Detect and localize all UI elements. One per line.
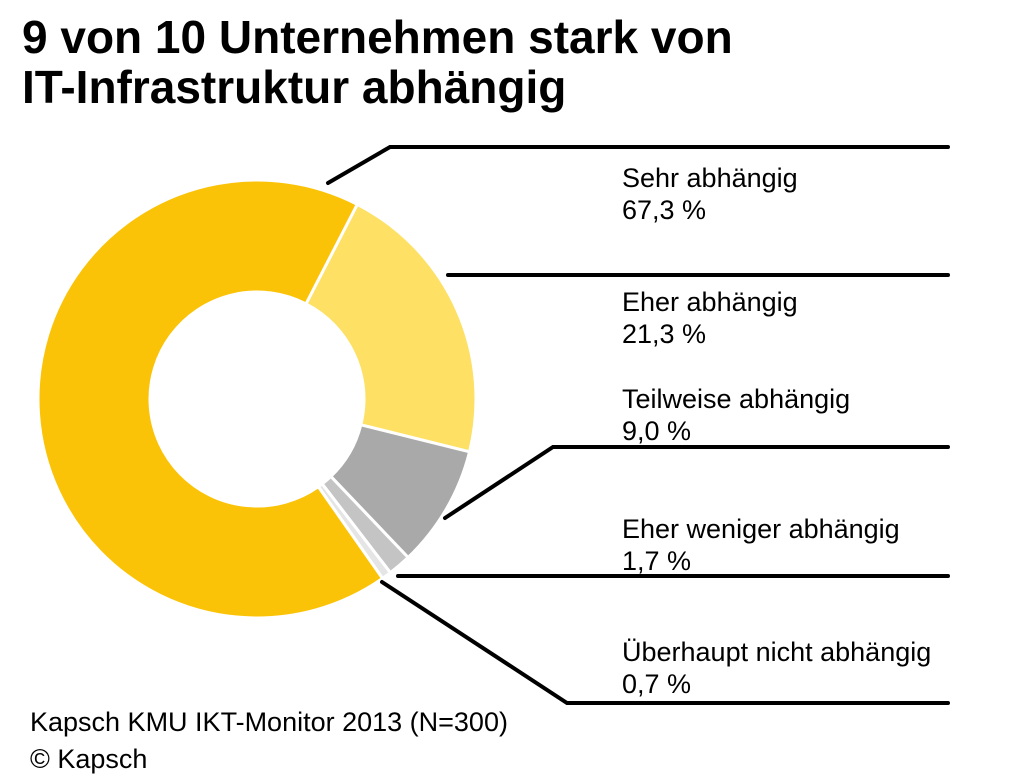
leader-line-4: [380, 580, 950, 705]
source-note: Kapsch KMU IKT-Monitor 2013 (N=300) © Ka…: [30, 704, 508, 778]
callout-eher-abhaengig: Eher abhängig 21,3 %: [622, 286, 798, 350]
callout-label: Eher weniger abhängig: [622, 514, 900, 544]
callout-label: Teilweise abhängig: [622, 384, 851, 414]
callout-label: Überhaupt nicht abhängig: [622, 637, 932, 667]
page-title: 9 von 10 Unternehmen stark von IT-Infras…: [22, 12, 733, 112]
page-title-line-2: IT-Infrastruktur abhängig: [22, 61, 567, 113]
source-line: Kapsch KMU IKT-Monitor 2013 (N=300): [30, 707, 508, 737]
callout-value: 21,3 %: [622, 319, 707, 349]
callout-sehr-abhaengig: Sehr abhängig 67,3 %: [622, 162, 798, 226]
callout-label: Sehr abhängig: [622, 163, 798, 193]
donut-segment-0: [36, 178, 385, 620]
callout-value: 1,7 %: [622, 546, 692, 576]
callout-label: Eher abhängig: [622, 287, 798, 317]
callout-value: 9,0 %: [622, 416, 692, 446]
callout-value: 0,7 %: [622, 669, 692, 699]
donut-segment-4: [316, 482, 392, 580]
leader-line-2: [443, 445, 950, 520]
leader-line-0: [326, 145, 950, 185]
callout-ueberhaupt-nicht-abhaengig: Überhaupt nicht abhängig 0,7 %: [622, 636, 931, 700]
callout-teilweise-abhaengig: Teilweise abhängig 9,0 %: [622, 383, 850, 447]
page-title-line-1: 9 von 10 Unternehmen stark von: [22, 11, 733, 63]
callout-eher-weniger-abhaengig: Eher weniger abhängig 1,7 %: [622, 513, 900, 577]
callout-value: 67,3 %: [622, 195, 707, 225]
copyright-line: © Kapsch: [30, 744, 148, 774]
donut-segment-1: [304, 202, 478, 454]
